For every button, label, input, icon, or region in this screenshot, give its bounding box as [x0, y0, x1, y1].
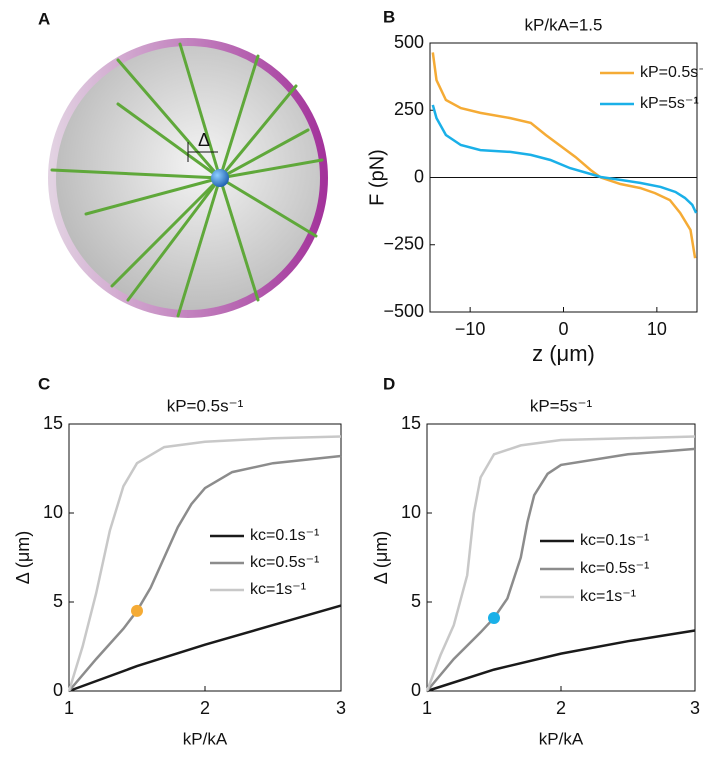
- series-line: [431, 104, 698, 214]
- y-tick-label: 0: [53, 680, 63, 700]
- x-tick-label: 3: [336, 698, 346, 718]
- centrosome: [211, 169, 229, 187]
- legend-label: kc=0.5s⁻¹: [580, 560, 649, 577]
- y-tick-label: 250: [394, 99, 424, 119]
- panel-label: C: [38, 374, 50, 393]
- series-line: [426, 447, 696, 692]
- y-tick-label: 10: [43, 502, 63, 522]
- y-tick-label: 5: [53, 591, 63, 611]
- x-tick-label: 1: [64, 698, 74, 718]
- legend-label: kP=0.5s⁻¹: [640, 64, 703, 81]
- x-tick-label: 2: [200, 698, 210, 718]
- y-tick-label: 500: [394, 32, 424, 52]
- delta-label: Δ: [198, 130, 210, 150]
- cell-diagram: A Δ: [38, 9, 328, 318]
- legend-label: kP=5s⁻¹: [640, 95, 699, 112]
- x-axis-label: kP/kA: [183, 729, 228, 748]
- legend-label: kc=1s⁻¹: [250, 581, 306, 598]
- x-axis-label: z (μm): [532, 341, 595, 366]
- microtubules: [50, 42, 324, 318]
- y-tick-label: 10: [401, 502, 421, 522]
- cortex: [48, 38, 328, 318]
- series-line: [68, 604, 342, 693]
- chart-panel: 1 2 3 0 5 10 15 kP=0.5s⁻¹ kP/kA Δ (μm) Ckc=0.1s⁻¹ k…: [13, 374, 346, 748]
- x-tick-label: 1: [422, 698, 432, 718]
- chart-panel: 1 2 3 0 5 10 15 kP=5s⁻¹ kP/kA Δ (μm) Dkc=0.1s⁻¹ kc=…: [371, 374, 700, 748]
- y-tick-label: 15: [43, 413, 63, 433]
- cell: [54, 44, 322, 312]
- series-line: [426, 629, 696, 693]
- x-tick-label: 0: [558, 319, 568, 339]
- panel-label: B: [383, 7, 395, 26]
- y-axis-label: Δ (μm): [371, 531, 391, 584]
- x-tick-label: 10: [647, 319, 667, 339]
- x-tick-label: 3: [690, 698, 700, 718]
- y-tick-label: 0: [411, 680, 421, 700]
- x-tick-label: −10: [455, 319, 486, 339]
- legend-label: kc=0.5s⁻¹: [250, 554, 319, 571]
- series-line: [431, 52, 697, 259]
- y-tick-label: 15: [401, 413, 421, 433]
- chart-panel: −10 0 10 −500 −250 0 250 500 kP/kA=1.5 z (μm) F (p…: [366, 7, 703, 365]
- y-axis-label: Δ (μm): [13, 531, 33, 584]
- legend-label: kc=1s⁻¹: [580, 588, 636, 605]
- panel-label: D: [383, 374, 395, 393]
- series-line: [68, 454, 342, 692]
- x-axis-label: kP/kA: [539, 729, 584, 748]
- y-tick-label: 0: [414, 166, 424, 186]
- chart-title: kP=5s⁻¹: [530, 396, 593, 415]
- y-tick-label: 5: [411, 591, 421, 611]
- series-line: [425, 435, 696, 692]
- y-tick-label: −250: [383, 234, 424, 254]
- highlight-point: [131, 604, 143, 617]
- y-axis-label: F (pN): [366, 149, 388, 206]
- legend-label: kc=0.1s⁻¹: [580, 532, 649, 549]
- y-tick-label: −500: [383, 301, 424, 321]
- x-tick-label: 2: [556, 698, 566, 718]
- panel-label: A: [38, 9, 50, 28]
- chart-title: kP/kA=1.5: [525, 15, 603, 34]
- series-line: [67, 435, 342, 692]
- legend-label: kc=0.1s⁻¹: [250, 527, 319, 544]
- highlight-point: [488, 612, 500, 625]
- chart-title: kP=0.5s⁻¹: [167, 396, 244, 415]
